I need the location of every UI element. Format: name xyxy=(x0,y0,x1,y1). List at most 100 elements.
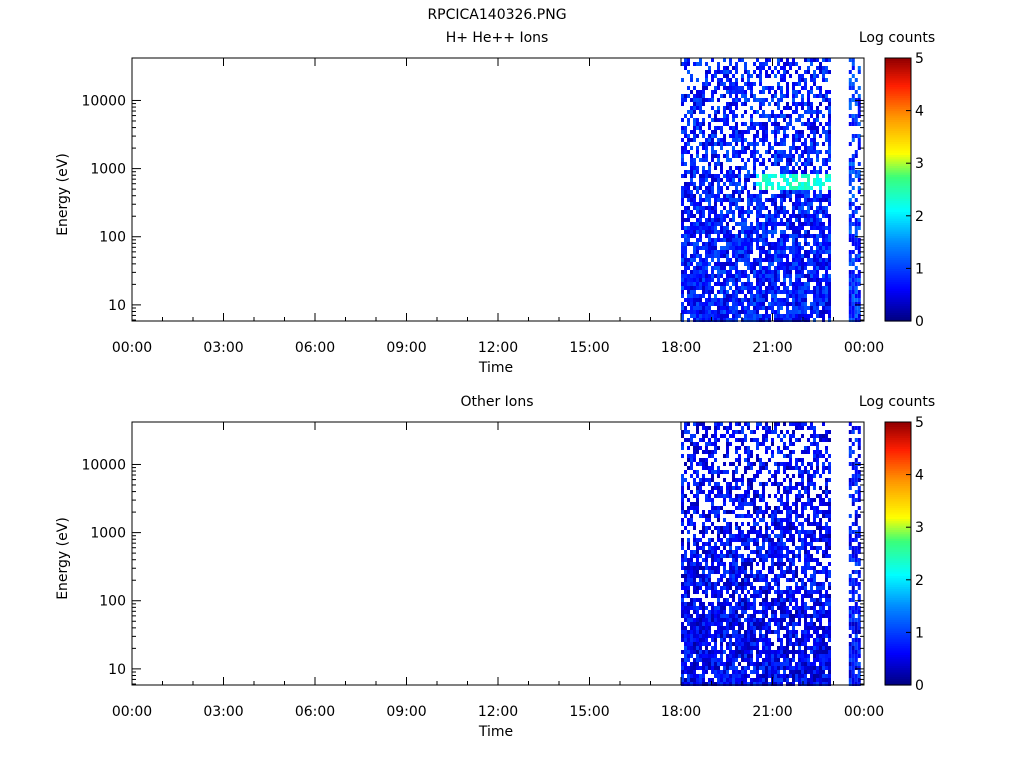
heatmap-cell xyxy=(717,618,720,622)
heatmap-cell xyxy=(854,118,858,122)
heatmap-cell xyxy=(774,422,777,426)
heatmap-cell xyxy=(786,222,789,226)
colorbar-tick-label: 0 xyxy=(915,314,924,330)
heatmap-cell xyxy=(825,482,828,486)
heatmap-cell xyxy=(786,262,789,266)
heatmap-cell xyxy=(729,230,732,234)
heatmap-cell xyxy=(744,226,747,230)
heatmap-cell xyxy=(765,314,768,318)
heatmap-cell xyxy=(789,462,792,466)
heatmap-cell xyxy=(705,254,708,258)
heatmap-cell xyxy=(753,98,756,102)
heatmap-cell xyxy=(813,610,816,614)
heatmap-cell xyxy=(699,514,702,518)
heatmap-cell xyxy=(726,662,729,666)
heatmap-cell xyxy=(810,674,813,678)
heatmap-cell xyxy=(699,674,702,678)
heatmap-cell xyxy=(813,70,816,74)
heatmap-cell xyxy=(801,234,804,238)
heatmap-cell xyxy=(762,278,765,282)
heatmap-cell xyxy=(732,670,735,674)
heatmap-cell xyxy=(705,622,708,626)
heatmap-cell xyxy=(771,70,774,74)
heatmap-cell xyxy=(744,618,747,622)
heatmap-cell xyxy=(726,646,729,650)
heatmap-cell xyxy=(816,242,819,246)
heatmap-cell xyxy=(816,642,819,646)
heatmap-cell xyxy=(816,294,819,298)
heatmap-cell xyxy=(777,598,780,602)
heatmap-cell xyxy=(720,554,723,558)
heatmap-cell xyxy=(753,606,756,610)
heatmap-cell xyxy=(732,310,735,314)
heatmap-cell xyxy=(741,78,744,82)
heatmap-cell xyxy=(819,594,822,598)
heatmap-cell xyxy=(681,202,684,206)
heatmap-cell xyxy=(848,226,852,230)
heatmap-cell xyxy=(741,522,744,526)
heatmap-cell xyxy=(702,174,705,178)
heatmap-cell xyxy=(711,666,714,670)
heatmap-cell xyxy=(702,258,705,262)
heatmap-cell xyxy=(702,534,705,538)
heatmap-cell xyxy=(690,666,693,670)
heatmap-band-cell xyxy=(798,186,801,190)
heatmap-cell xyxy=(780,306,783,310)
heatmap-cell xyxy=(828,670,831,674)
heatmap-cell xyxy=(801,674,804,678)
heatmap-cell xyxy=(681,118,684,122)
heatmap-cell xyxy=(789,518,792,522)
heatmap-cell xyxy=(851,606,855,610)
heatmap-cell xyxy=(684,478,687,482)
heatmap-cell xyxy=(783,130,786,134)
heatmap-cell xyxy=(708,222,711,226)
heatmap-cell xyxy=(819,546,822,550)
heatmap-cell xyxy=(708,282,711,286)
heatmap-cell xyxy=(816,198,819,202)
heatmap-cell xyxy=(696,658,699,662)
heatmap-cell xyxy=(816,638,819,642)
heatmap-cell xyxy=(732,218,735,222)
heatmap-cell xyxy=(759,618,762,622)
heatmap-cell xyxy=(819,302,822,306)
heatmap-cell xyxy=(780,262,783,266)
heatmap-cell xyxy=(848,82,852,86)
heatmap-cell xyxy=(825,614,828,618)
heatmap-cell xyxy=(723,302,726,306)
heatmap-cell xyxy=(780,518,783,522)
heatmap-cell xyxy=(777,482,780,486)
heatmap-cell xyxy=(828,254,831,258)
heatmap-cell xyxy=(756,274,759,278)
heatmap-cell xyxy=(857,146,861,150)
heatmap-cell xyxy=(732,98,735,102)
heatmap-cell xyxy=(792,502,795,506)
heatmap-cell xyxy=(801,606,804,610)
heatmap-cell xyxy=(717,534,720,538)
heatmap-cell xyxy=(822,526,825,530)
heatmap-cell xyxy=(795,606,798,610)
heatmap-cell xyxy=(735,302,738,306)
heatmap-cell xyxy=(825,526,828,530)
heatmap-cell xyxy=(786,666,789,670)
heatmap-cell xyxy=(762,678,765,682)
heatmap-cell xyxy=(723,122,726,126)
heatmap-cell xyxy=(771,430,774,434)
heatmap-cell xyxy=(723,114,726,118)
heatmap-cell xyxy=(795,266,798,270)
heatmap-cell xyxy=(699,258,702,262)
heatmap-cell xyxy=(711,278,714,282)
heatmap-cell xyxy=(789,670,792,674)
heatmap-cell xyxy=(759,254,762,258)
heatmap-cell xyxy=(801,670,804,674)
heatmap-cell xyxy=(687,186,690,190)
heatmap-cell xyxy=(699,238,702,242)
heatmap-cell xyxy=(822,214,825,218)
heatmap-cell xyxy=(801,610,804,614)
heatmap-cell xyxy=(857,278,861,282)
heatmap-cell xyxy=(726,314,729,318)
heatmap-cell xyxy=(792,422,795,426)
heatmap-cell xyxy=(762,110,765,114)
heatmap-cell xyxy=(804,254,807,258)
heatmap-cell xyxy=(789,458,792,462)
heatmap-cell xyxy=(738,246,741,250)
